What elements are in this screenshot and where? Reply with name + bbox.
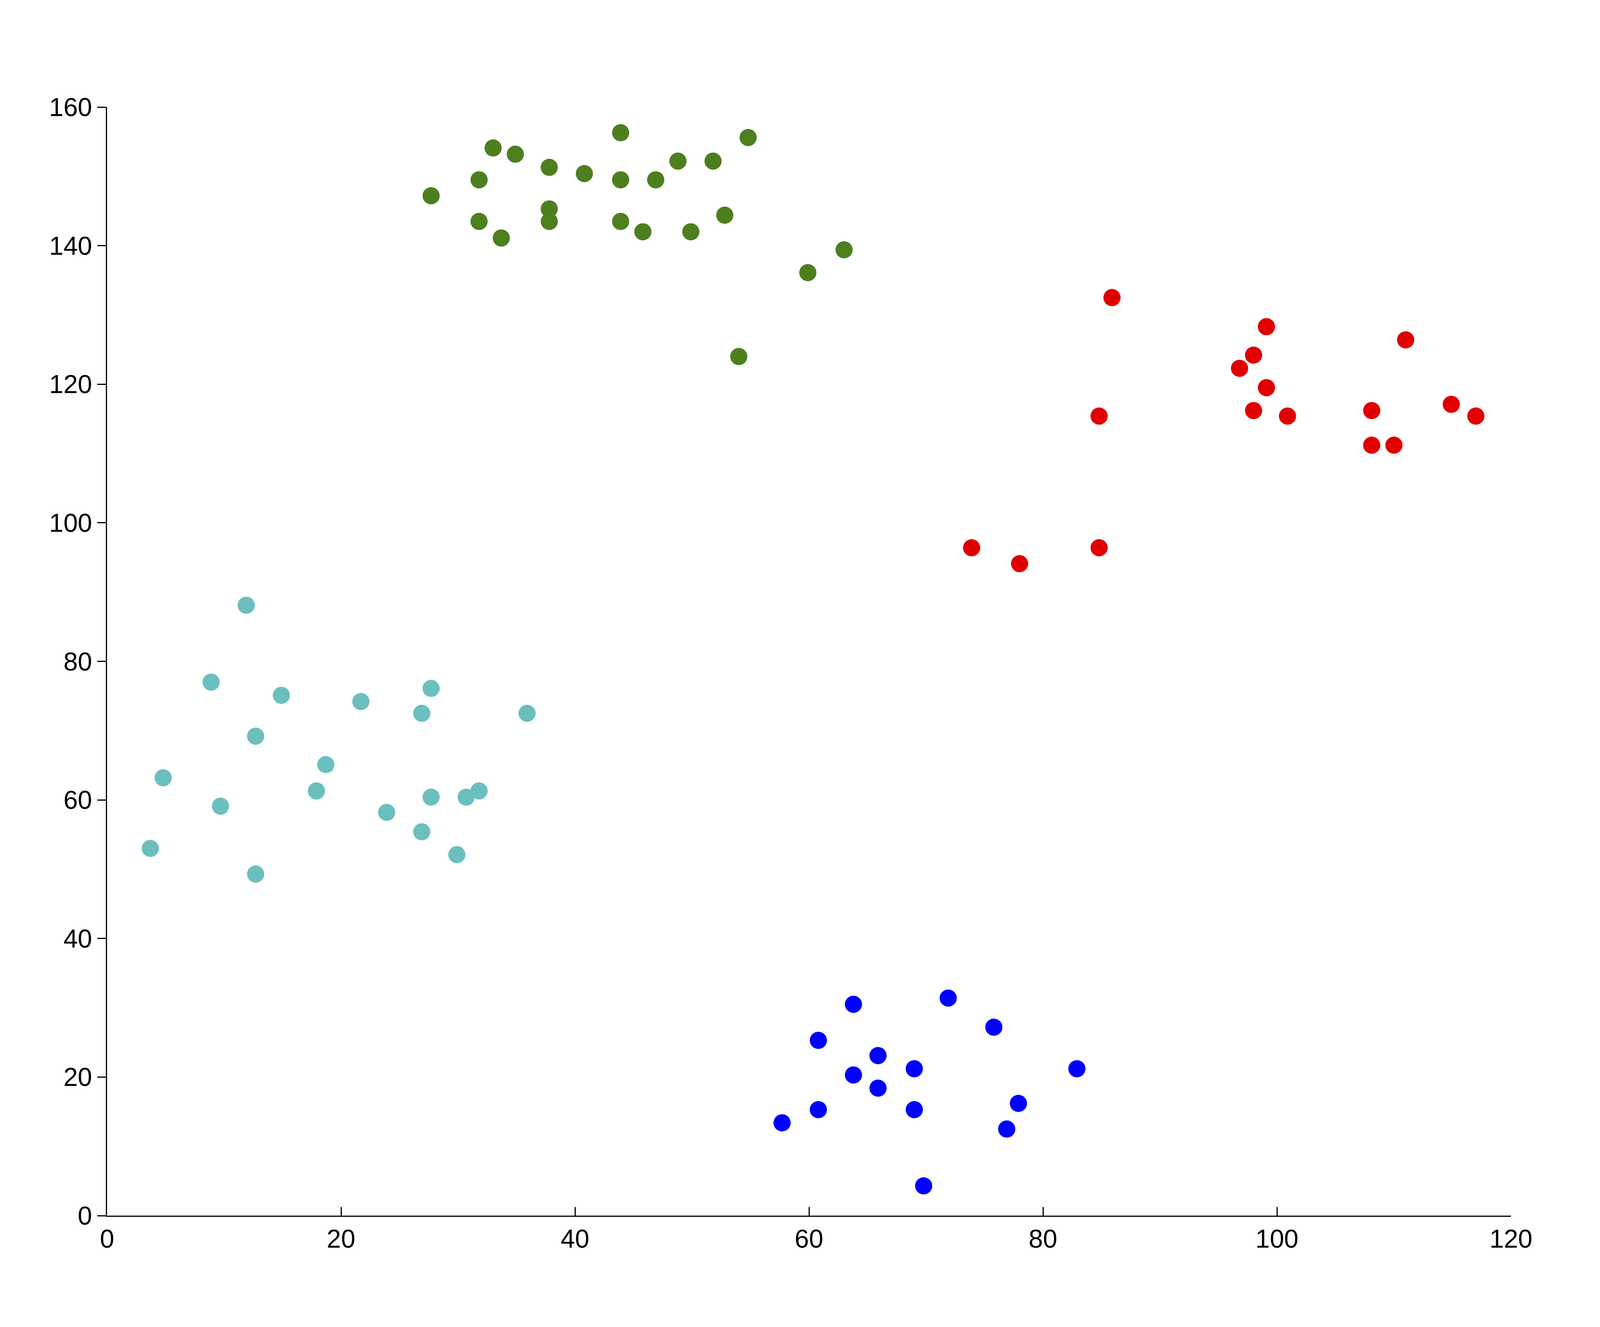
svg-text:60: 60	[63, 785, 92, 815]
svg-text:40: 40	[63, 923, 92, 953]
svg-text:140: 140	[49, 231, 93, 261]
svg-text:120: 120	[49, 369, 93, 399]
svg-text:100: 100	[1255, 1223, 1299, 1253]
svg-text:40: 40	[560, 1223, 590, 1253]
svg-text:100: 100	[49, 508, 93, 538]
svg-text:160: 160	[49, 92, 93, 122]
svg-text:20: 20	[326, 1223, 356, 1253]
svg-text:120: 120	[1489, 1223, 1533, 1253]
svg-text:0: 0	[77, 1200, 93, 1230]
svg-text:80: 80	[63, 646, 92, 676]
svg-text:60: 60	[794, 1223, 824, 1253]
svg-text:20: 20	[63, 1062, 92, 1092]
svg-text:0: 0	[100, 1223, 115, 1253]
svg-text:80: 80	[1028, 1223, 1058, 1253]
